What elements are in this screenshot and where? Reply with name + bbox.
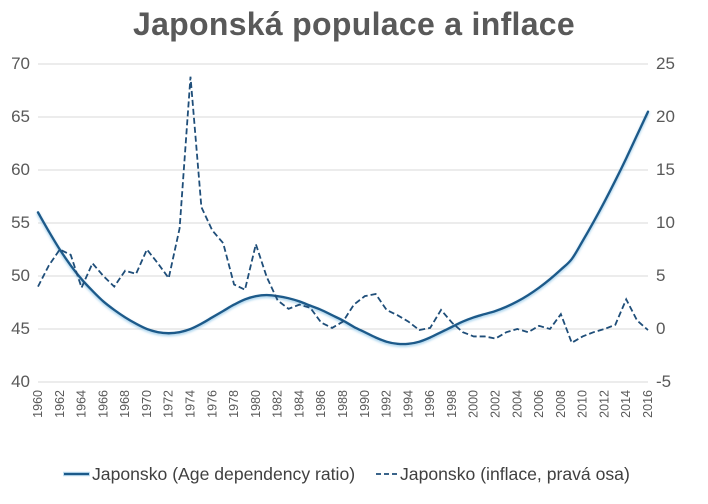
svg-text:45: 45 — [11, 319, 30, 338]
svg-text:10: 10 — [656, 213, 675, 232]
svg-text:1978: 1978 — [227, 390, 241, 418]
svg-text:1974: 1974 — [184, 390, 198, 418]
svg-text:25: 25 — [656, 54, 675, 73]
svg-text:2000: 2000 — [467, 390, 481, 418]
svg-text:1994: 1994 — [401, 390, 415, 418]
svg-text:1988: 1988 — [336, 390, 350, 418]
svg-text:2002: 2002 — [489, 390, 503, 418]
svg-text:1966: 1966 — [96, 390, 110, 418]
svg-text:15: 15 — [656, 160, 675, 179]
svg-text:1996: 1996 — [423, 390, 437, 418]
svg-text:2014: 2014 — [619, 390, 633, 418]
svg-text:2004: 2004 — [510, 390, 524, 418]
svg-text:50: 50 — [11, 266, 30, 285]
svg-text:1968: 1968 — [118, 390, 132, 418]
svg-text:1986: 1986 — [314, 390, 328, 418]
svg-text:1990: 1990 — [358, 390, 372, 418]
svg-text:1970: 1970 — [140, 390, 154, 418]
svg-text:70: 70 — [11, 54, 30, 73]
svg-text:2006: 2006 — [532, 390, 546, 418]
svg-text:1998: 1998 — [445, 390, 459, 418]
svg-text:-5: -5 — [656, 372, 671, 391]
svg-text:1962: 1962 — [53, 390, 67, 418]
svg-text:Japonsko (inflace, pravá osa): Japonsko (inflace, pravá osa) — [400, 464, 630, 484]
svg-text:2008: 2008 — [554, 390, 568, 418]
svg-text:1982: 1982 — [271, 390, 285, 418]
svg-text:55: 55 — [11, 213, 30, 232]
svg-text:40: 40 — [11, 372, 30, 391]
svg-text:1984: 1984 — [292, 390, 306, 418]
svg-text:1976: 1976 — [205, 390, 219, 418]
svg-text:1972: 1972 — [162, 390, 176, 418]
svg-text:60: 60 — [11, 160, 30, 179]
svg-text:1960: 1960 — [31, 390, 45, 418]
svg-text:1980: 1980 — [249, 390, 263, 418]
svg-text:1964: 1964 — [75, 390, 89, 418]
svg-text:2010: 2010 — [576, 390, 590, 418]
svg-text:65: 65 — [11, 107, 30, 126]
svg-text:1992: 1992 — [380, 390, 394, 418]
svg-text:20: 20 — [656, 107, 675, 126]
svg-text:5: 5 — [656, 266, 665, 285]
svg-text:2016: 2016 — [641, 390, 655, 418]
svg-text:2012: 2012 — [597, 390, 611, 418]
svg-text:Japonsko (Age dependency ratio: Japonsko (Age dependency ratio) — [92, 464, 355, 484]
svg-text:0: 0 — [656, 319, 665, 338]
